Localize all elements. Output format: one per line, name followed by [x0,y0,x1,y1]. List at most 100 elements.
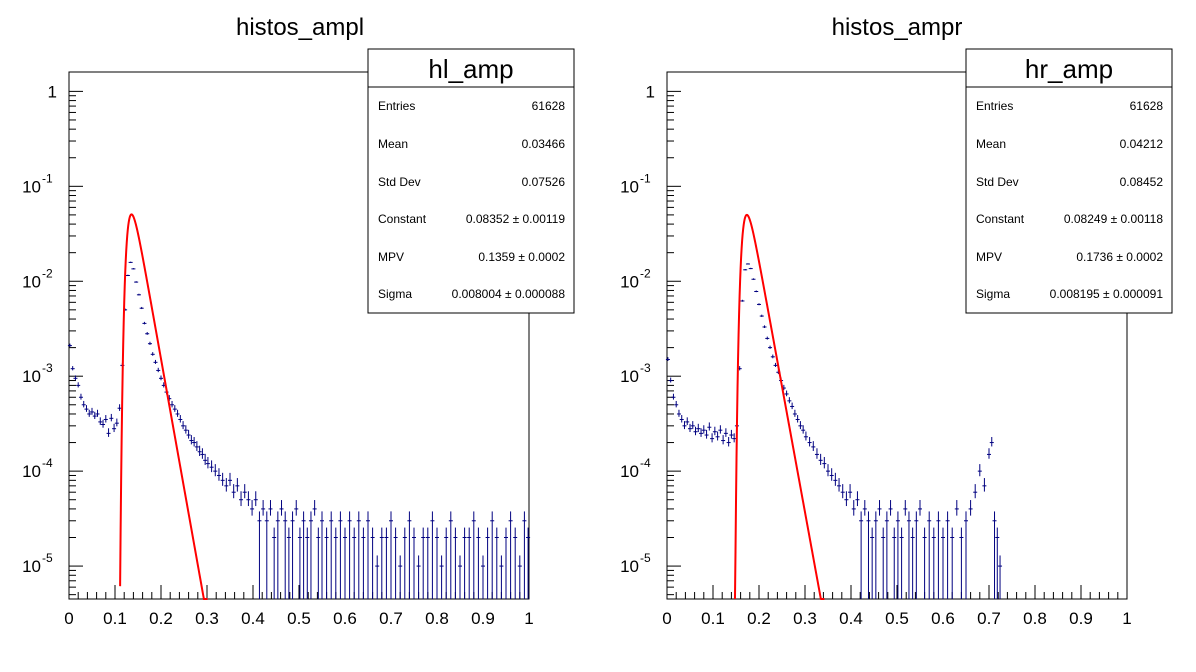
left-chart-title: histos_ampl [236,14,364,41]
right-hist-point [859,511,864,599]
right-x-tick-label: 0.7 [977,609,1001,628]
left-hist-point [375,555,380,599]
left-hist-point [203,453,208,465]
right-stat-value: 61628 [1130,99,1164,113]
left-hist-point [216,468,221,481]
left-hist-point [213,464,218,477]
right-hist-point [877,500,882,516]
right-x-tick-label: 0 [662,609,671,628]
right-hist-point [848,484,853,499]
left-hist-point [347,511,352,599]
right-hist-point [807,437,812,447]
left-hist-point [224,478,229,492]
left-hist-point [290,511,295,599]
left-hist-point [384,527,389,599]
right-hist-point [855,491,860,507]
left-x-tick-label: 0.1 [103,609,127,628]
right-hist-point [754,290,759,293]
right-hist-point [682,421,687,430]
left-hist-point [73,375,78,381]
left-hist-point [485,527,490,599]
right-hist-point [906,511,911,599]
right-y-tick-exponent: -1 [640,171,651,185]
right-stat-value: 0.04212 [1120,137,1164,151]
right-hist-point [676,409,681,417]
right-stat-value: 0.08249 ± 0.00118 [1064,212,1163,226]
left-stat-label: MPV [378,250,404,264]
right-hist-point [964,511,968,599]
left-hist-point [125,274,130,277]
right-axis-ticks: 0 0.1 0.2 0.3 0.4 0.5 0.6 0.7 0.8 0.9 110 -510 -410-… [620,82,1132,628]
left-hist-point [338,511,343,599]
right-stat-label: Sigma [976,287,1010,301]
left-hist-point [150,352,155,356]
right-x-tick-label: 0.8 [1023,609,1047,628]
right-hist-point [873,511,878,599]
left-hist-point [333,527,338,599]
left-stat-label: Sigma [378,287,412,301]
left-hist-point [343,527,347,599]
right-fit-curve [733,213,825,600]
left-hist-point [522,511,527,599]
left-hist-point [76,382,81,388]
left-hist-point [366,511,370,599]
left-stat-value: 61628 [532,99,566,113]
right-hist-point [829,468,834,481]
right-x-tick-label: 0.6 [931,609,955,628]
right-hist-point [685,417,690,426]
left-hist-point [136,293,141,296]
left-hist-point [370,527,375,599]
right-x-tick-label: 0.5 [885,609,909,628]
right-y-tick-label: 10 [620,367,639,386]
left-hist-point [81,400,86,408]
left-hist-point [197,445,202,457]
left-hist-point [316,527,321,599]
left-stat-value: 0.08352 ± 0.00119 [466,212,565,226]
left-hist-point [453,527,458,599]
right-hist-point [787,397,792,404]
left-stat-value: 0.03466 [522,137,566,151]
left-hist-point [430,511,435,599]
right-hist-point [699,428,704,437]
left-hist-point [178,415,183,423]
right-hist-point [840,484,845,499]
right-hist-point [973,484,978,499]
right-hist-point [995,527,1000,599]
left-hist-point [253,491,258,507]
right-hist-point [740,299,745,302]
left-hist-point [98,417,103,426]
left-hist-point [145,332,150,335]
left-hist-point [312,500,317,516]
left-hist-point [205,456,210,469]
right-hist-point [710,433,715,443]
left-hist-point [131,268,136,270]
left-hist-point [112,423,117,433]
left-hist-point [504,527,508,599]
left-hist-point [421,527,426,599]
right-hist-point [899,527,904,599]
left-hist-point [250,500,255,516]
right-y-tick-exponent: -5 [640,551,651,565]
left-hist-point [84,405,89,412]
left-hist-point [220,472,225,486]
right-hist-point [895,511,900,599]
left-hist-point [458,555,462,599]
right-hist-point [715,431,720,441]
left-hist-point [462,527,467,599]
right-hist-point [690,421,695,430]
right-hist-point [950,527,955,599]
right-y-tick-label: 10 [620,462,639,481]
right-hist-point [668,377,673,383]
right-hist-point [931,527,936,599]
left-hist-point [156,367,161,373]
right-hist-point [826,464,830,477]
left-stat-label: Entries [378,99,415,113]
left-hist-point [257,511,262,599]
right-y-tick-exponent: -2 [640,266,651,280]
left-hist-point [103,415,108,423]
right-hist-point [743,269,748,271]
left-hist-point [159,375,163,381]
right-hist-point [693,426,698,436]
left-hist-point [87,409,92,417]
left-stat-value: 0.008004 ± 0.000088 [452,287,566,301]
